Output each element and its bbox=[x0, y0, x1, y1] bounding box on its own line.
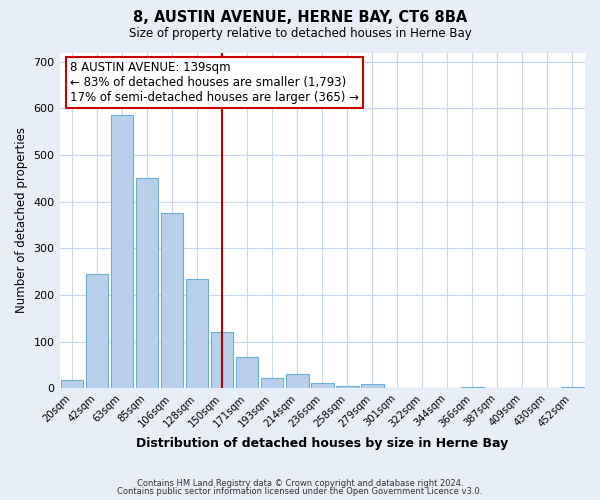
Bar bbox=[136, 178, 158, 388]
Bar bbox=[361, 384, 383, 388]
Text: Contains public sector information licensed under the Open Government Licence v3: Contains public sector information licen… bbox=[118, 487, 482, 496]
Bar bbox=[61, 380, 83, 388]
Text: 8 AUSTIN AVENUE: 139sqm
← 83% of detached houses are smaller (1,793)
17% of semi: 8 AUSTIN AVENUE: 139sqm ← 83% of detache… bbox=[70, 61, 359, 104]
Bar bbox=[211, 332, 233, 388]
Bar bbox=[186, 278, 208, 388]
Bar bbox=[161, 214, 184, 388]
X-axis label: Distribution of detached houses by size in Herne Bay: Distribution of detached houses by size … bbox=[136, 437, 508, 450]
Text: Contains HM Land Registry data © Crown copyright and database right 2024.: Contains HM Land Registry data © Crown c… bbox=[137, 478, 463, 488]
Y-axis label: Number of detached properties: Number of detached properties bbox=[15, 128, 28, 314]
Bar bbox=[286, 374, 308, 388]
Bar bbox=[311, 382, 334, 388]
Bar bbox=[86, 274, 109, 388]
Text: 8, AUSTIN AVENUE, HERNE BAY, CT6 8BA: 8, AUSTIN AVENUE, HERNE BAY, CT6 8BA bbox=[133, 10, 467, 25]
Bar bbox=[236, 357, 259, 388]
Text: Size of property relative to detached houses in Herne Bay: Size of property relative to detached ho… bbox=[128, 28, 472, 40]
Bar bbox=[111, 116, 133, 388]
Bar bbox=[336, 386, 359, 388]
Bar bbox=[461, 387, 484, 388]
Bar bbox=[261, 378, 283, 388]
